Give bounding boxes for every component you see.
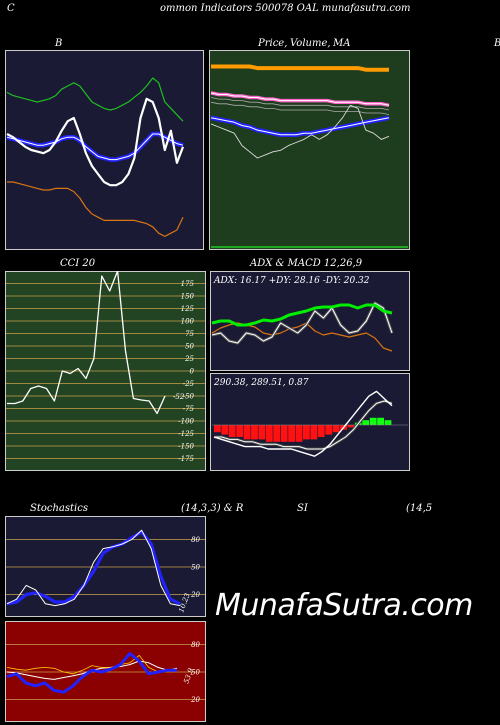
cci-tick-label: -150	[178, 443, 194, 451]
bollinger-upper-band	[6, 77, 184, 122]
rsi-title-1: SI	[297, 503, 308, 514]
bollinger-chart	[5, 50, 204, 250]
rsi-signal-line	[6, 655, 178, 675]
cci-title: CCI 20	[60, 258, 96, 269]
macd-histogram-bar	[295, 425, 303, 442]
cci-tick-label: 125	[181, 305, 195, 313]
rsi-tick-label: 20	[190, 696, 200, 704]
macd-histogram-bar	[377, 417, 384, 425]
cci-tick-label: 75	[185, 330, 194, 338]
macd-histogram-bar	[288, 425, 295, 442]
macd-histogram-bar	[228, 425, 236, 437]
price-title-2: Volume,	[290, 38, 331, 49]
bollinger-panel	[5, 50, 204, 250]
macd-values-text: 290.38, 289.51, 0.87	[213, 378, 309, 388]
stoch-title-1: Stochastics	[30, 503, 88, 514]
watermark: MunafaSutra.com	[215, 588, 473, 623]
cci-tick-label: 50	[185, 343, 194, 351]
macd-histogram-bar	[243, 425, 251, 440]
price-ma-panel	[209, 50, 410, 250]
macd-histogram-bar	[251, 425, 258, 440]
cci-tick-label: 150	[181, 293, 195, 301]
bollinger-middle-band	[6, 133, 184, 161]
macd-histogram-bar	[273, 425, 281, 442]
macd-histogram-bar	[369, 417, 377, 425]
cci-tick-label: -50	[183, 393, 195, 401]
price-title-1: Price,	[258, 38, 288, 49]
cci-tick-label: 0	[190, 368, 195, 376]
adx-plus-dy-line	[211, 302, 393, 344]
ma-long-line	[211, 64, 389, 72]
rsi-smoothed-line	[6, 652, 177, 694]
adx-values-text: ADX: 16.17 +DY: 28.16 -DY: 20.32	[213, 276, 370, 286]
price-title-3: MA	[333, 38, 351, 49]
macd-histogram-bar	[332, 425, 340, 433]
page-title: ommon Indicators 500078 OAL munafasutra.…	[160, 3, 411, 14]
macd-histogram-bar	[214, 425, 221, 433]
macd-histogram-bar	[303, 425, 310, 440]
cci-tick-label: -75	[183, 405, 195, 413]
rsi-tick-label: 50	[191, 669, 200, 677]
adx-chart: ADX: 16.17 +DY: 28.16 -DY: 20.32	[210, 271, 410, 371]
bollinger-price-line	[6, 97, 185, 187]
macd-line	[213, 390, 393, 457]
rsi-tick-label: 80	[191, 641, 200, 649]
price-frame	[209, 50, 410, 250]
ma-mid-shadow-line	[210, 97, 390, 111]
macd-histogram-bar	[362, 420, 370, 425]
macd-panel: 290.38, 289.51, 0.87	[210, 373, 410, 471]
cci-tick-label: -25	[183, 380, 195, 388]
price-line	[210, 104, 390, 159]
cci-last-label: -52	[173, 393, 185, 401]
adx-panel: ADX: 16.17 +DY: 28.16 -DY: 20.32	[210, 271, 410, 371]
macd-histogram-bar	[310, 425, 318, 440]
left-letter: C	[7, 3, 15, 14]
cci-tick-label: 25	[184, 355, 194, 363]
cci-tick-label: 100	[181, 318, 195, 326]
price-ma-chart	[209, 50, 410, 250]
stoch-tick-label: 50	[191, 564, 200, 572]
macd-histogram-bar	[258, 425, 266, 440]
ma-mid-line	[210, 92, 390, 106]
stoch-d-line	[6, 530, 181, 606]
macd-histogram-bar	[221, 425, 229, 435]
macd-histogram-bar	[265, 425, 273, 442]
macd-histogram-bar	[347, 425, 355, 428]
stoch-tick-label: 20	[190, 591, 200, 599]
stoch-title-2: (14,3,3) & R	[181, 503, 244, 514]
macd-histogram-bar	[280, 425, 288, 442]
stoch-tick-label: 80	[191, 536, 200, 544]
stoch-k-line	[6, 529, 181, 607]
bollinger-title: B	[55, 38, 63, 49]
ma-short-line	[210, 117, 390, 136]
cci-tick-label: 175	[181, 280, 195, 288]
stochastics-panel: 80 50 20 10.23	[5, 516, 206, 617]
rsi-title-2: (14,5	[406, 503, 433, 514]
macd-chart: 290.38, 289.51, 0.87	[210, 373, 410, 471]
cci-line	[7, 271, 166, 415]
macd-histogram-bar	[384, 420, 392, 425]
right-cut-title: B	[494, 38, 500, 49]
cci-chart: 175 150 125 100 75 50 25 0 -25 -50 -75 -100 -125 -150…	[5, 271, 206, 471]
cci-tick-label: -175	[178, 455, 194, 463]
cci-tick-label: -125	[178, 430, 194, 438]
rsi-panel: 80 50 20 53.9	[5, 621, 206, 722]
adx-macd-title: ADX & MACD 12,26,9	[250, 258, 363, 269]
bollinger-lower-band	[7, 181, 184, 237]
cci-panel: 175 150 125 100 75 50 25 0 -25 -50 -75 -100 -125 -150…	[5, 271, 206, 471]
macd-signal-line	[214, 400, 393, 450]
macd-histogram-bar	[236, 425, 244, 437]
cci-tick-label: -100	[178, 418, 194, 426]
bollinger-frame	[5, 50, 204, 250]
macd-histogram-bar	[325, 425, 333, 435]
adx-line	[211, 303, 393, 327]
macd-histogram-bar	[317, 425, 325, 437]
